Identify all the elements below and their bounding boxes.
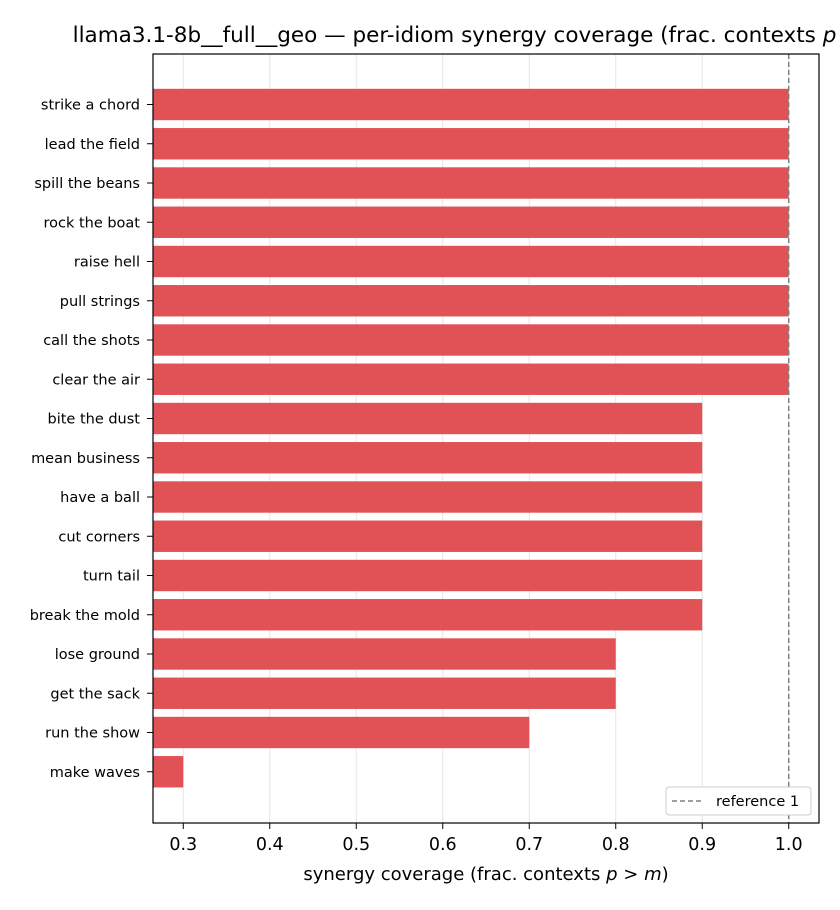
y-tick-label: spill the beans [34, 176, 140, 192]
x-axis-ticks: 0.3 0.4 0.5 0.6 0.7 0.8 0.9 1.0 [169, 823, 803, 855]
y-tick-label: cut corners [58, 529, 140, 545]
y-tick-label: mean business [31, 451, 140, 467]
x-tick-label: 0.6 [429, 835, 457, 855]
bar [153, 167, 789, 199]
bar [153, 677, 616, 709]
legend-label: reference 1 [716, 794, 799, 810]
x-tick-label: 0.9 [688, 835, 716, 855]
y-axis-ticks: strike a chord lead the field spill the be… [30, 98, 153, 781]
bar [153, 520, 703, 552]
x-tick-label: 0.5 [342, 835, 370, 855]
y-tick-label: run the show [45, 726, 140, 742]
legend: reference 1 [665, 786, 812, 816]
y-tick-label: break the mold [30, 608, 140, 624]
bar [153, 128, 789, 160]
y-tick-label: get the sack [50, 686, 140, 702]
y-tick-label: pull strings [60, 294, 140, 310]
bar [153, 716, 530, 749]
bar [153, 245, 789, 278]
y-tick-label: rock the boat [43, 215, 140, 231]
bar [153, 756, 184, 788]
x-tick-label: 1.0 [775, 835, 803, 855]
y-tick-label: raise hell [74, 255, 140, 271]
y-tick-label: turn tail [83, 569, 140, 585]
bar [153, 324, 789, 356]
x-tick-label: 0.8 [602, 835, 630, 855]
y-tick-label: call the shots [43, 333, 140, 349]
bar [153, 559, 703, 592]
y-tick-label: clear the air [52, 372, 140, 388]
chart-title: llama3.1-8b__full__geo — per-idiom syner… [73, 23, 840, 48]
bar [153, 285, 789, 317]
y-tick-label: bite the dust [48, 412, 141, 428]
bar [153, 481, 703, 513]
y-tick-label: lead the field [45, 137, 140, 153]
legend-box [665, 786, 812, 816]
plot-frame [152, 53, 820, 824]
y-tick-label: lose ground [55, 647, 140, 663]
y-tick-label: strike a chord [41, 98, 140, 114]
x-tick-label: 0.3 [169, 835, 197, 855]
bar [153, 88, 789, 121]
x-tick-label: 0.4 [256, 835, 284, 855]
x-axis-label: synergy coverage (frac. contexts p > m) [303, 864, 668, 885]
bar [153, 442, 703, 474]
bars [153, 88, 789, 788]
y-tick-label: have a ball [60, 490, 140, 506]
bar [153, 599, 703, 631]
bar [153, 206, 789, 238]
x-tick-label: 0.7 [515, 835, 543, 855]
bar [153, 363, 789, 395]
bar [153, 638, 616, 670]
y-tick-label: make waves [50, 765, 140, 781]
bar [153, 402, 703, 435]
